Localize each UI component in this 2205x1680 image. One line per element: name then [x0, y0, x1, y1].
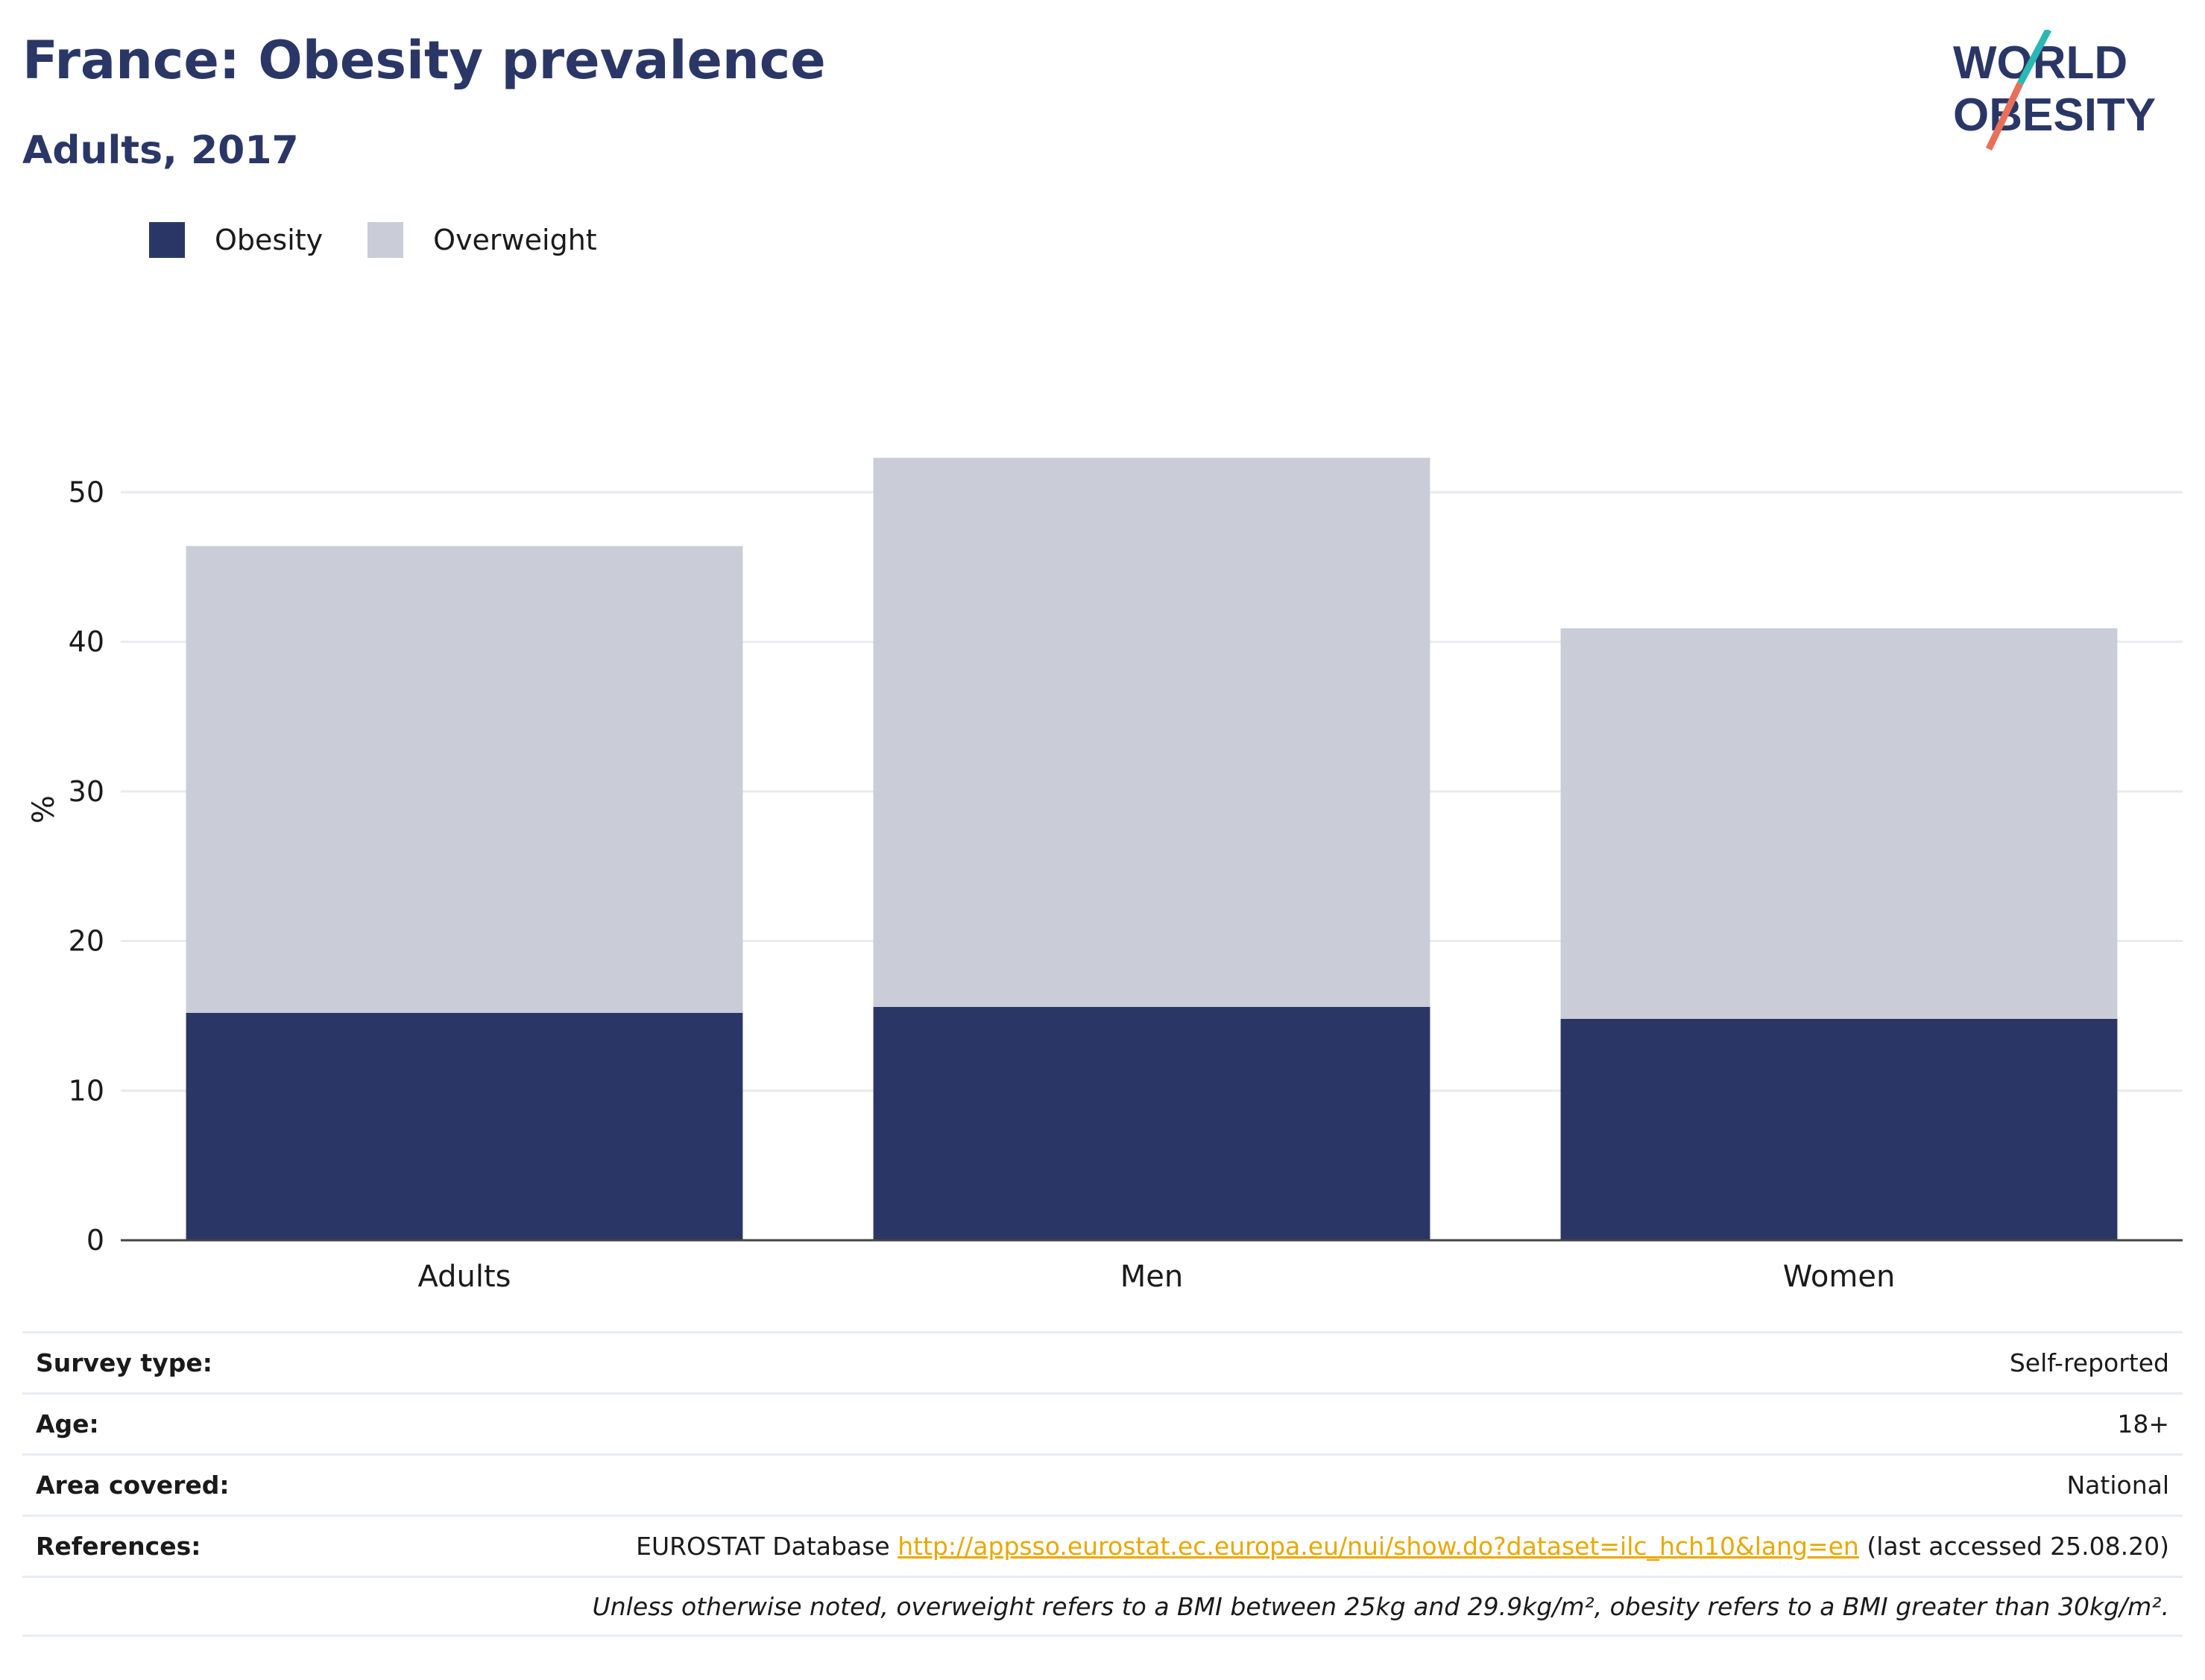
legend-item-obesity: Obesity: [149, 222, 323, 258]
y-axis-label: %: [27, 795, 61, 824]
area-label: Area covered:: [36, 1471, 230, 1500]
bar-obesity-men: [873, 1006, 1430, 1240]
info-row-references: References: EUROSTAT Database http://app…: [22, 1515, 2183, 1576]
legend-label-obesity: Obesity: [215, 224, 324, 256]
bar-overweight-men: [873, 458, 1430, 1007]
legend-label-overweight: Overweight: [433, 224, 597, 256]
bar-overweight-adults: [186, 546, 743, 1013]
references-label: References:: [36, 1532, 201, 1561]
reference-source: EUROSTAT Database: [636, 1532, 890, 1561]
area-value: National: [2066, 1471, 2169, 1500]
x-tick-label: Men: [1120, 1260, 1183, 1294]
survey-type-label: Survey type:: [36, 1348, 212, 1377]
y-tick-label: 50: [69, 476, 104, 508]
x-tick-label: Women: [1783, 1260, 1896, 1294]
bar-obesity-adults: [186, 1012, 743, 1240]
x-tick-label: Adults: [417, 1260, 511, 1294]
bar-chart: 0 10 20 30 40 50% Adults Men Women: [27, 458, 2183, 1294]
chart-title: France: Obesity prevalence: [22, 30, 826, 91]
logo-line2: OBESITY: [1953, 89, 2156, 141]
reference-accessed: (last accessed 25.08.20): [1867, 1532, 2169, 1561]
info-row-note: Unless otherwise noted, overweight refer…: [22, 1576, 2183, 1637]
survey-type-value: Self-reported: [2009, 1348, 2169, 1377]
info-row-survey-type: Survey type: Self-reported: [22, 1331, 2183, 1392]
info-row-age: Age: 18+: [22, 1392, 2183, 1453]
reference-link[interactable]: http://appsso.eurostat.ec.europa.eu/nui/…: [898, 1532, 1859, 1561]
y-tick-label: 30: [69, 775, 104, 808]
references-value: EUROSTAT Database http://appsso.eurostat…: [636, 1532, 2169, 1561]
y-tick-label: 40: [69, 625, 104, 658]
legend-item-overweight: Overweight: [368, 222, 597, 258]
info-table: Survey type: Self-reported Age: 18+ Area…: [22, 1331, 2183, 1637]
bar-overweight-women: [1560, 628, 2118, 1019]
info-row-area: Area covered: National: [22, 1453, 2183, 1515]
bar-obesity-women: [1560, 1018, 2118, 1240]
chart-legend: Obesity Overweight: [149, 222, 642, 258]
y-tick-label: 0: [86, 1224, 104, 1257]
world-obesity-logo: WORLD OBESITY: [1953, 30, 2156, 151]
chart-subtitle: Adults, 2017: [22, 128, 299, 173]
y-tick-label: 20: [69, 925, 104, 958]
definition-note: Unless otherwise noted, overweight refer…: [592, 1591, 2169, 1621]
y-tick-label: 10: [69, 1074, 104, 1107]
age-label: Age:: [36, 1409, 99, 1439]
legend-swatch-overweight: [368, 222, 404, 258]
age-value: 18+: [2117, 1409, 2169, 1439]
legend-swatch-obesity: [149, 222, 185, 258]
